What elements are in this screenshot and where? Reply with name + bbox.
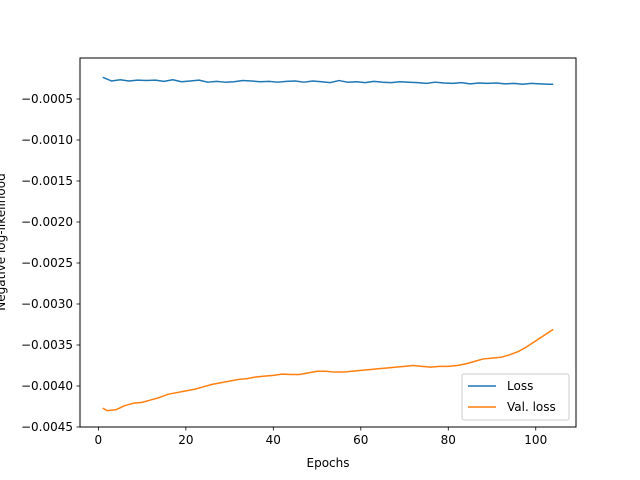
y-tick-label: −0.0045 (21, 420, 73, 434)
x-tick-label: 100 (524, 433, 547, 447)
y-tick-label: −0.0015 (21, 174, 73, 188)
x-tick-label: 60 (353, 433, 368, 447)
x-tick-label: 20 (178, 433, 193, 447)
x-tick-label: 80 (441, 433, 456, 447)
y-tick-label: −0.0035 (21, 338, 73, 352)
legend-label-1: Loss (507, 379, 533, 393)
series-layer (102, 76, 554, 412)
x-axis-label: Epochs (307, 456, 350, 470)
series-line-1 (102, 76, 554, 85)
x-tick-label: 0 (95, 433, 103, 447)
x-tick-label: 40 (266, 433, 281, 447)
y-tick-label: −0.0005 (21, 92, 73, 106)
legend-label-2: Val. loss (507, 400, 556, 414)
series-line-2 (102, 328, 554, 412)
y-tick-label: −0.0020 (21, 215, 73, 229)
y-tick-label: −0.0040 (21, 379, 73, 393)
x-axis: 0 20 40 60 80 100 (95, 427, 547, 447)
legend: Loss Val. loss (461, 373, 570, 421)
y-tick-label: −0.0010 (21, 133, 73, 147)
y-tick-label: −0.0030 (21, 297, 73, 311)
y-axis-label: Negative log-likelihood (0, 173, 8, 310)
y-tick-label: −0.0025 (21, 256, 73, 270)
y-axis: −0.0045 −0.0040 −0.0035 −0.0030 −0.0025 −0.00… (21, 92, 80, 434)
plot-frame (79, 57, 577, 428)
